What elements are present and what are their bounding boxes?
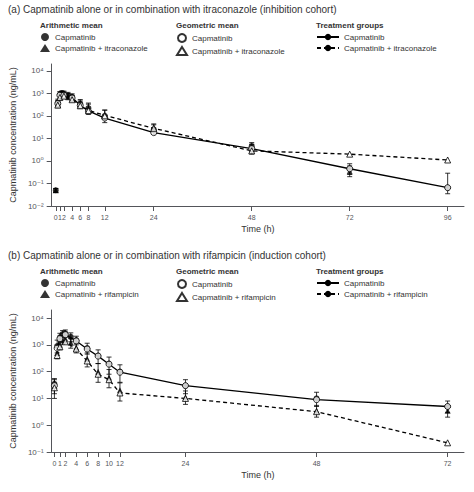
svg-text:Capmatinib: Capmatinib [344, 33, 385, 42]
svg-text:Capmatinib + rifampicin: Capmatinib + rifampicin [55, 290, 139, 299]
svg-text:Time (h): Time (h) [241, 224, 274, 234]
svg-text:Geometric mean: Geometric mean [176, 21, 239, 30]
svg-text:Capmatinib concentration (ng/m: Capmatinib concentration (ng/mL) [8, 313, 18, 449]
svg-text:24: 24 [182, 460, 190, 467]
svg-text:6: 6 [85, 460, 89, 467]
svg-text:2: 2 [63, 460, 67, 467]
svg-text:Arithmetic mean: Arithmetic mean [40, 21, 103, 30]
svg-text:10: 10 [105, 460, 113, 467]
svg-text:10¹: 10¹ [32, 134, 44, 143]
svg-text:Capmatinib: Capmatinib [55, 279, 96, 288]
svg-text:24: 24 [150, 214, 158, 221]
svg-text:10²: 10² [32, 111, 44, 120]
svg-text:2: 2 [62, 214, 66, 221]
svg-text:48: 48 [248, 214, 256, 221]
svg-text:Treatment groups: Treatment groups [316, 21, 384, 30]
svg-text:Treatment groups: Treatment groups [316, 267, 384, 276]
svg-text:10⁰: 10⁰ [32, 156, 44, 165]
svg-text:72: 72 [444, 460, 452, 467]
svg-text:Capmatinib + itraconazole: Capmatinib + itraconazole [55, 44, 148, 53]
svg-text:4: 4 [70, 214, 74, 221]
svg-text:12: 12 [101, 214, 109, 221]
svg-text:Capmatinib: Capmatinib [344, 279, 385, 288]
svg-text:Capmatinib concentration (ng/m: Capmatinib concentration (ng/mL) [8, 67, 18, 203]
svg-text:Time (h): Time (h) [241, 470, 274, 480]
svg-text:48: 48 [313, 460, 321, 467]
svg-text:10⁻¹: 10⁻¹ [28, 448, 44, 457]
html-text:0 1: 0 1 [53, 214, 62, 221]
svg-text:(b) Capmatinib alone or in com: (b) Capmatinib alone or in combination w… [8, 250, 326, 261]
svg-text:10¹: 10¹ [32, 394, 44, 403]
svg-text:10⁻²: 10⁻² [28, 202, 44, 211]
svg-text:0: 0 [52, 460, 56, 467]
svg-text:6: 6 [78, 214, 82, 221]
svg-text:Capmatinib + rifampicin: Capmatinib + rifampicin [192, 293, 276, 302]
svg-text:1: 1 [58, 460, 62, 467]
svg-text:Capmatinib: Capmatinib [192, 280, 233, 289]
svg-text:8: 8 [86, 214, 90, 221]
svg-text:10⁻¹: 10⁻¹ [28, 179, 44, 188]
svg-text:10³: 10³ [32, 89, 44, 98]
svg-text:10²: 10² [32, 367, 44, 376]
svg-text:10⁴: 10⁴ [31, 314, 44, 323]
svg-text:10³: 10³ [32, 340, 44, 349]
svg-text:(a) Capmatinib alone or in com: (a) Capmatinib alone or in combination w… [8, 4, 337, 15]
svg-text:Capmatinib + rifampicin: Capmatinib + rifampicin [344, 290, 428, 299]
svg-text:Capmatinib: Capmatinib [192, 34, 233, 43]
svg-text:4: 4 [74, 460, 78, 467]
svg-text:8: 8 [96, 460, 100, 467]
svg-text:72: 72 [346, 214, 354, 221]
svg-text:10⁰: 10⁰ [32, 421, 44, 430]
svg-text:10⁴: 10⁴ [31, 66, 44, 75]
svg-text:96: 96 [444, 214, 452, 221]
svg-text:Capmatinib: Capmatinib [55, 33, 96, 42]
svg-text:Capmatinib + itraconazole: Capmatinib + itraconazole [192, 47, 285, 56]
svg-text:Geometric mean: Geometric mean [176, 267, 239, 276]
svg-text:Capmatinib + itraconazole: Capmatinib + itraconazole [344, 44, 437, 53]
svg-text:Arithmetic mean: Arithmetic mean [40, 267, 103, 276]
svg-text:12: 12 [116, 460, 124, 467]
